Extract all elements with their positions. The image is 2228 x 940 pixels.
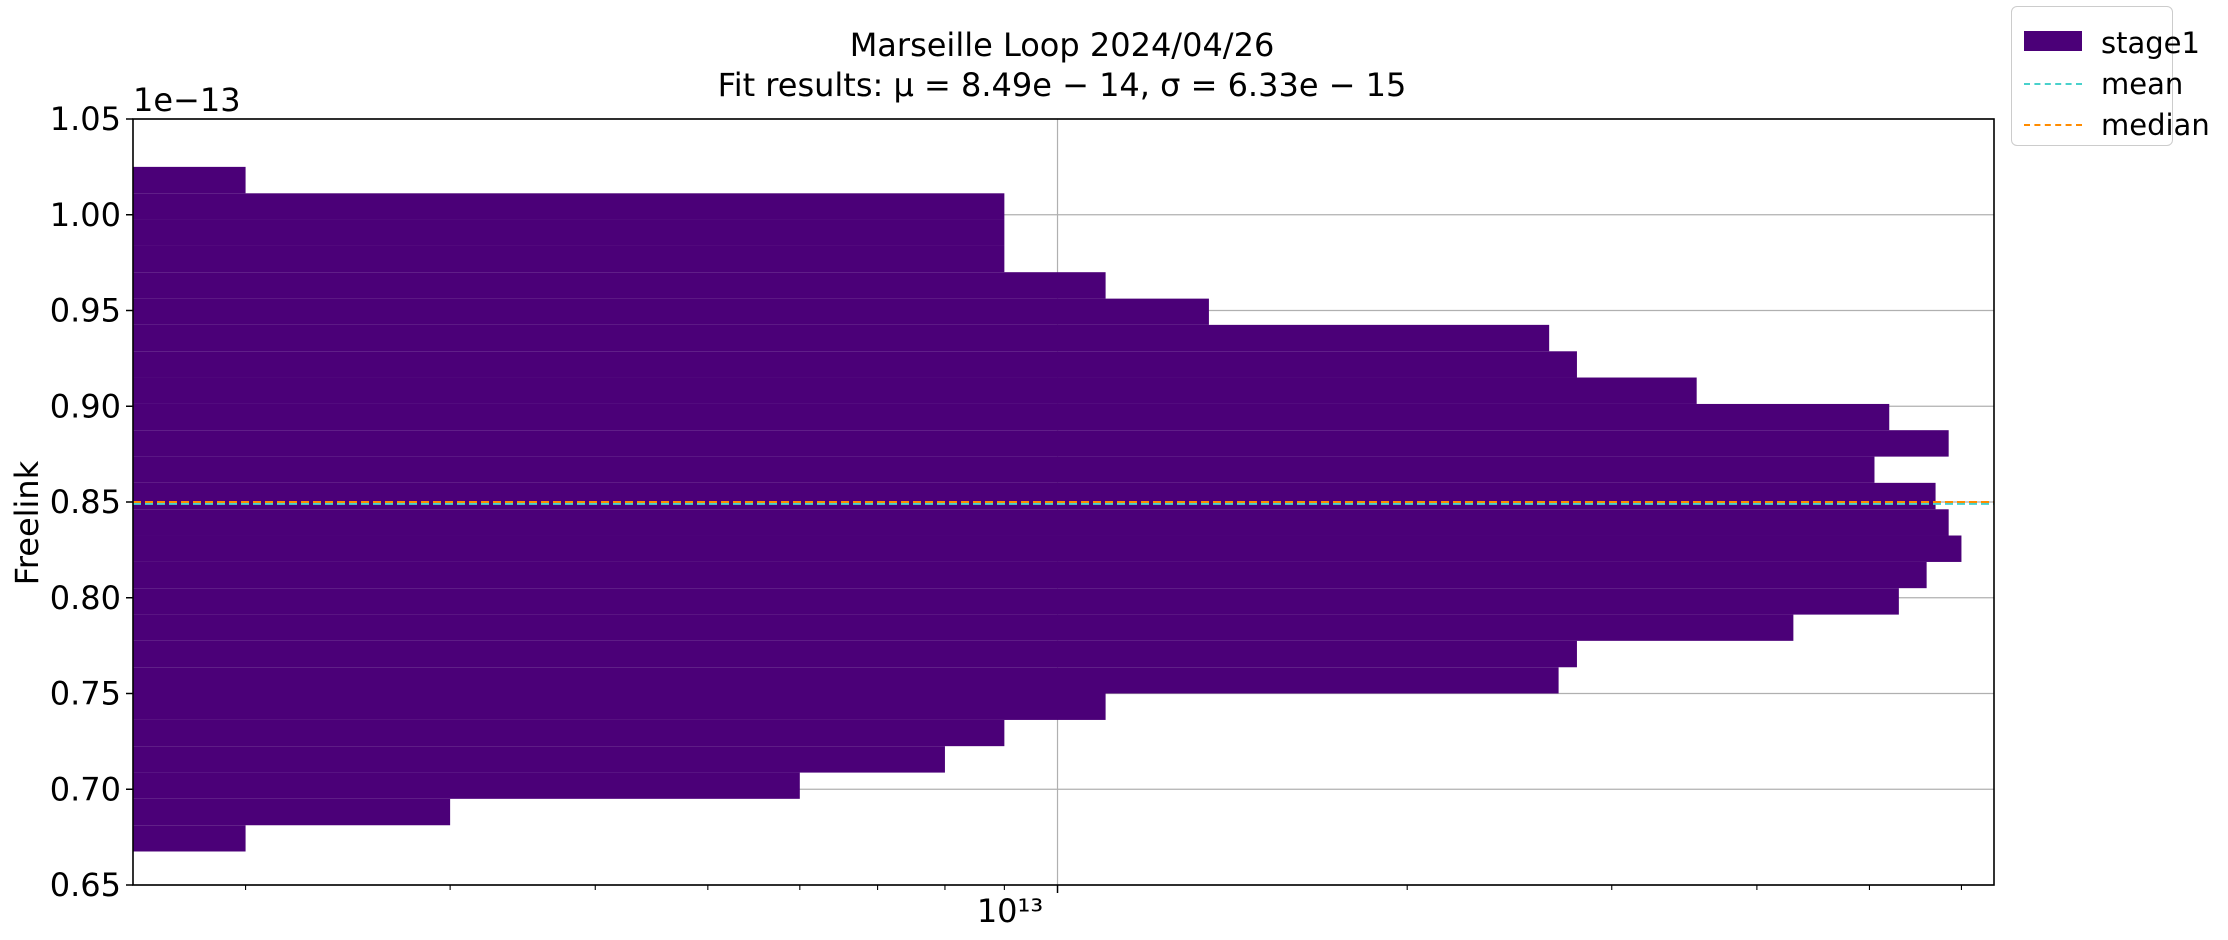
y-tick-label: 0.90: [50, 387, 121, 425]
y-tick-label: 0.85: [50, 483, 121, 521]
y-tick-label: 1.00: [50, 196, 121, 234]
histogram-bar: [133, 561, 1927, 589]
legend: stage1 mean median: [2011, 6, 2210, 146]
histogram-bar: [133, 588, 1899, 615]
histogram-bar: [133, 719, 1005, 747]
y-tick-label: 0.80: [50, 579, 121, 617]
y-tick-label: 0.95: [50, 292, 121, 330]
y-tick-label: 0.75: [50, 675, 121, 713]
axes-layer: 0.65 0.70 0.75 0.80 0.85 0.90 0.95 1.00 1.05: [50, 100, 1995, 904]
histogram-bar: [133, 456, 1875, 483]
chart-subtitle: Fit results: μ = 8.49e − 14, σ = 6.33e −…: [718, 66, 1407, 104]
histogram-bar: [133, 772, 800, 799]
histogram-bar: [133, 509, 1949, 536]
histogram-bar: [133, 351, 1577, 378]
histogram-bar: [133, 746, 945, 773]
legend-label-stage1: stage1: [2101, 26, 2200, 60]
y-tick-label: 0.70: [50, 770, 121, 808]
histogram-bar: [133, 693, 1106, 720]
histogram-bar: [133, 640, 1577, 668]
histogram-bar: [133, 667, 1559, 694]
y-offset-label: 1e−13: [133, 81, 241, 119]
reference-lines-layer: [133, 501, 1994, 505]
histogram-bar: [133, 219, 1005, 246]
histogram-bar: [133, 166, 246, 194]
histogram-bar: [133, 482, 1936, 510]
histogram-bar: [133, 324, 1550, 352]
legend-item-mean: mean: [2012, 64, 2183, 104]
y-tick-label: 1.05: [50, 100, 121, 138]
x-tick-label-major: 10¹³: [977, 892, 1043, 930]
bars-layer: [133, 166, 1962, 852]
y-tick-label: 0.65: [50, 866, 121, 904]
histogram-bar: [133, 430, 1949, 457]
histogram-bar: [133, 403, 1890, 431]
histogram-bar: [133, 798, 451, 826]
legend-item-stage1: stage1: [2012, 23, 2200, 63]
histogram-bar: [133, 825, 246, 852]
legend-swatch-median: [2024, 124, 2082, 126]
legend-label-median: median: [2101, 108, 2210, 142]
histogram-bar: [133, 272, 1106, 299]
x-tick-label-text: 10¹³: [977, 892, 1043, 930]
chart-title: Marseille Loop 2024/04/26: [850, 26, 1275, 64]
y-axis-label: Freelink: [8, 460, 46, 585]
histogram-bar: [133, 245, 1005, 273]
legend-item-median: median: [2012, 105, 2210, 145]
histogram-bar: [133, 298, 1209, 325]
histogram-bar: [133, 377, 1697, 404]
histogram-bar: [133, 535, 1962, 562]
legend-label-mean: mean: [2101, 67, 2184, 101]
histogram-bar: [133, 193, 1005, 220]
legend-swatch-stage1: [2024, 31, 2082, 51]
histogram-bar: [133, 614, 1794, 641]
legend-swatch-mean: [2024, 83, 2082, 85]
